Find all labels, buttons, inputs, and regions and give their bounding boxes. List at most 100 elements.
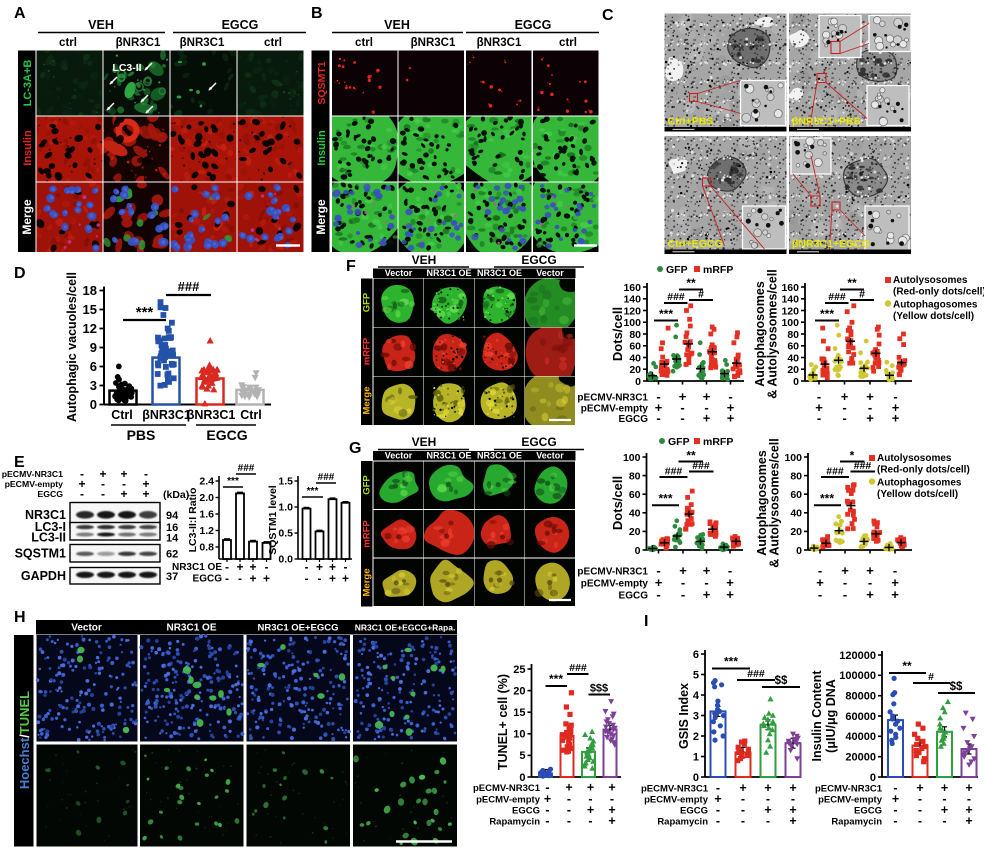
svg-text:***: *** <box>820 492 834 506</box>
svg-text:40: 40 <box>790 508 802 520</box>
svg-text:EGCG: EGCG <box>515 18 552 32</box>
svg-text:NR3C1: NR3C1 <box>25 508 66 522</box>
svg-text:###: ### <box>692 460 710 472</box>
svg-text:+: + <box>78 477 85 491</box>
svg-text:βNR3C1: βNR3C1 <box>142 408 191 422</box>
svg-text:+: + <box>726 587 734 602</box>
svg-text:EGCG: EGCG <box>222 18 259 32</box>
svg-text:LC3-II:I Ratio: LC3-II:I Ratio <box>187 488 199 553</box>
svg-text:+: + <box>892 411 900 426</box>
svg-text:2.4: 2.4 <box>199 476 214 488</box>
svg-text:SQSTM1: SQSTM1 <box>15 547 66 561</box>
svg-text:#: # <box>859 289 865 301</box>
svg-text:pECMV-NR3C1: pECMV-NR3C1 <box>2 469 63 479</box>
svg-text:EGCG: EGCG <box>619 591 649 602</box>
svg-text:EGCG: EGCG <box>521 435 556 449</box>
svg-text:PBS: PBS <box>127 427 156 443</box>
svg-text:pECMV-NR3C1: pECMV-NR3C1 <box>577 567 648 578</box>
svg-text:G: G <box>349 440 361 457</box>
svg-text:9: 9 <box>90 340 97 355</box>
svg-text:+: + <box>249 560 256 574</box>
svg-text:2.0: 2.0 <box>199 492 214 504</box>
svg-text:+: + <box>866 587 874 602</box>
svg-text:Dots/cell: Dots/cell <box>610 307 625 361</box>
svg-text:Merge: Merge <box>362 569 373 597</box>
svg-text:-: - <box>704 400 708 415</box>
svg-text:+: + <box>329 560 336 574</box>
svg-text:NR3C1 OE: NR3C1 OE <box>426 268 471 278</box>
svg-text:###: ### <box>178 279 200 294</box>
svg-text:ctrl: ctrl <box>59 37 77 49</box>
svg-text:***: *** <box>658 492 672 506</box>
svg-text:62: 62 <box>166 549 178 561</box>
svg-text:Vector: Vector <box>71 623 102 634</box>
svg-text:94: 94 <box>166 510 179 522</box>
svg-text:Merge: Merge <box>20 199 34 235</box>
svg-text:ctrl: ctrl <box>264 37 282 49</box>
svg-text:+: + <box>120 467 127 481</box>
svg-text:16: 16 <box>166 522 178 534</box>
svg-text:+: + <box>841 563 849 578</box>
svg-text:160: 160 <box>623 282 641 294</box>
svg-text:40: 40 <box>629 352 641 364</box>
svg-text:-: - <box>728 563 732 578</box>
svg-text:ctrl: ctrl <box>559 37 577 49</box>
svg-text:Vector: Vector <box>536 451 564 461</box>
svg-text:160: 160 <box>781 282 799 294</box>
svg-text:***: *** <box>307 486 319 497</box>
svg-text:**: ** <box>686 449 696 463</box>
svg-text:pECMV-empty: pECMV-empty <box>581 579 649 590</box>
svg-text:100: 100 <box>623 452 641 464</box>
svg-text:+: + <box>236 560 243 574</box>
svg-text:(Yellow dots/cell): (Yellow dots/cell) <box>877 489 958 500</box>
svg-text:###: ### <box>854 460 872 472</box>
svg-text:pECMV-empty: pECMV-empty <box>5 479 64 489</box>
svg-text:-: - <box>144 467 148 481</box>
svg-text:Merge: Merge <box>362 387 373 415</box>
svg-text:+: + <box>866 411 874 426</box>
svg-text:SQSMT1: SQSMT1 <box>316 61 328 104</box>
svg-text:+: + <box>726 575 734 590</box>
svg-text:37: 37 <box>166 571 178 583</box>
svg-text:140: 140 <box>623 294 641 306</box>
svg-text:60: 60 <box>790 489 802 501</box>
svg-text:3: 3 <box>90 378 97 393</box>
svg-text:-: - <box>318 572 322 586</box>
svg-text:###: ### <box>667 291 685 303</box>
svg-text:#: # <box>698 289 704 301</box>
svg-text:Autolysosomes: Autolysosomes <box>877 453 952 464</box>
svg-text:+: + <box>891 575 899 590</box>
svg-text:40: 40 <box>629 508 641 520</box>
svg-text:+: + <box>816 575 824 590</box>
svg-text:C: C <box>602 7 614 24</box>
svg-text:Autophagosomes: Autophagosomes <box>877 478 962 489</box>
svg-text:20: 20 <box>629 526 641 538</box>
svg-text:βNR3C1: βNR3C1 <box>411 37 456 49</box>
svg-text:0.5: 0.5 <box>278 528 293 540</box>
svg-text:-: - <box>305 560 309 574</box>
svg-text:120: 120 <box>623 305 641 317</box>
svg-text:Autolysosomes: Autolysosomes <box>893 275 968 286</box>
svg-text:mRFP: mRFP <box>362 520 373 548</box>
svg-text:-: - <box>680 411 684 426</box>
svg-text:18: 18 <box>83 283 97 298</box>
svg-text:-: - <box>868 400 872 415</box>
svg-text:20: 20 <box>629 364 641 376</box>
svg-text:-: - <box>843 575 847 590</box>
svg-text:-: - <box>656 563 660 578</box>
svg-text:**: ** <box>686 276 696 290</box>
svg-text:(Red-only dots/cell): (Red-only dots/cell) <box>877 465 970 476</box>
svg-text:-: - <box>843 587 847 602</box>
svg-text:H: H <box>14 609 26 626</box>
svg-text:140: 140 <box>781 294 799 306</box>
svg-text:***: *** <box>820 307 834 321</box>
svg-text:+: + <box>703 411 711 426</box>
svg-text:VEH: VEH <box>412 253 437 267</box>
svg-text:(Red-only dots/cell): (Red-only dots/cell) <box>893 287 984 298</box>
svg-text:βNR3C1+EGCG: βNR3C1+EGCG <box>792 238 870 250</box>
svg-text:EGCG: EGCG <box>521 253 556 267</box>
svg-text:-: - <box>101 487 105 501</box>
svg-text:+: + <box>679 563 687 578</box>
svg-text:**: ** <box>847 276 857 290</box>
svg-text:-: - <box>225 572 229 586</box>
